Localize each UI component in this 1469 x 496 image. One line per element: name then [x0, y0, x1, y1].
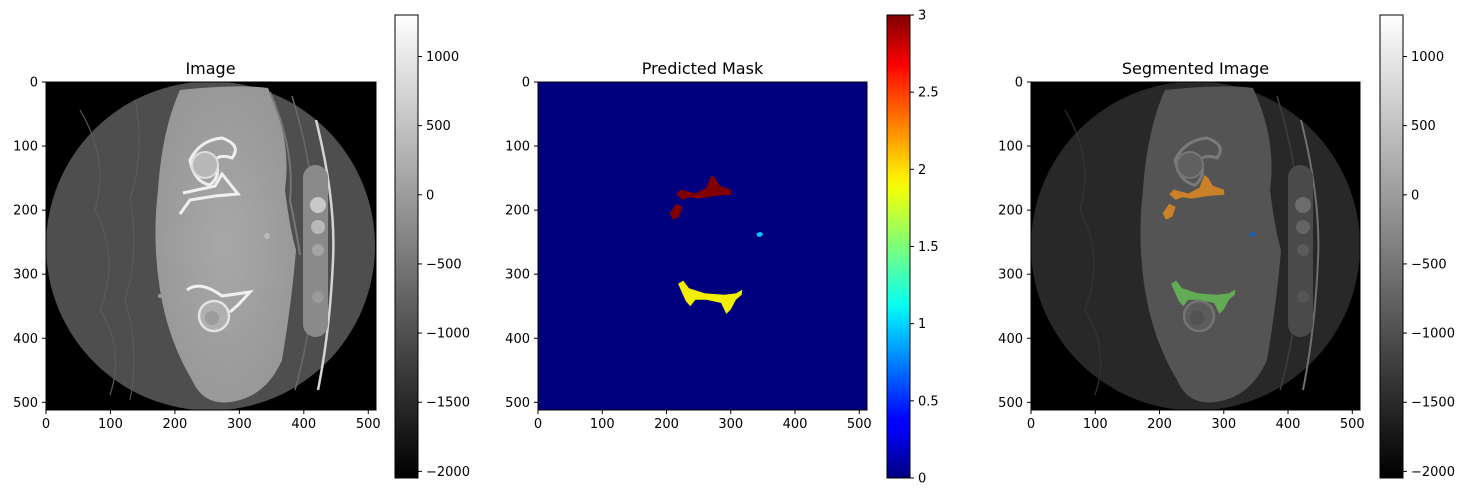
mask-colorbar: 3 2.5 2 1.5 1 0.5 0: [886, 9, 939, 487]
colorbar-tick-label: 1: [918, 317, 926, 332]
x-tick-label: 300: [718, 417, 743, 432]
y-tick-label: 500: [998, 396, 1023, 411]
overlay-region-class-3: [1169, 174, 1225, 200]
x-tick-label: 500: [356, 417, 381, 432]
colorbar-tick-label: 2: [918, 163, 926, 178]
segmented-panel: Segmented Image 0 100 200 300 400 500 0 100 200 3…: [998, 14, 1455, 480]
x-tick-label: 400: [291, 417, 316, 432]
x-tick-label: 400: [783, 417, 808, 432]
x-tick-label: 300: [227, 417, 252, 432]
x-tick-label: 0: [534, 417, 542, 432]
colorbar-tick-label: 500: [426, 119, 451, 134]
segmented-axes: 0 100 200 300 400 500 0 100 200 300 400 500: [998, 76, 1365, 433]
colorbar-tick-label: −1500: [1411, 396, 1455, 411]
colorbar-tick-label: 0: [1411, 188, 1419, 203]
x-tick-label: 200: [654, 417, 679, 432]
y-tick-label: 200: [505, 204, 530, 219]
colorbar-tick-label: −500: [426, 257, 462, 272]
segmented-image: [1031, 82, 1360, 410]
x-tick-label: 300: [1211, 417, 1236, 432]
mask-region-class-2: [678, 280, 743, 314]
x-tick-label: 100: [98, 417, 123, 432]
mask-panel: Predicted Mask 0 100 200 300 400 500010020030…: [505, 9, 939, 487]
segmented-panel-title: Segmented Image: [1122, 59, 1269, 78]
colorbar-tick-label: −1000: [1411, 327, 1455, 342]
overlay-region-class-1: [1249, 231, 1257, 237]
x-tick-label: 200: [162, 417, 187, 432]
colorbar-tick-label: −1500: [426, 396, 470, 411]
colorbar-tick-label: 1.5: [918, 240, 939, 255]
overlay-region-class-3: [1162, 203, 1176, 220]
y-tick-label: 500: [505, 396, 530, 411]
ct-image: [46, 82, 376, 410]
mask-region-class-3: [669, 203, 683, 220]
mask-region-class-1: [756, 231, 764, 237]
mask-region-class-3: [676, 174, 732, 200]
colorbar-tick-label: 3: [918, 9, 926, 24]
image-axes: 0 100 200 300 400 500 0 100 200 300 400 500: [13, 76, 381, 433]
x-tick-label: 400: [1276, 417, 1301, 432]
y-tick-label: 400: [998, 332, 1023, 347]
colorbar-tick-label: −500: [1411, 257, 1447, 272]
x-tick-label: 0: [42, 417, 50, 432]
colorbar-tick-label: −1000: [426, 327, 470, 342]
y-tick-label: 0: [522, 76, 530, 91]
colorbar-tick-label: 2.5: [918, 86, 939, 101]
y-tick-label: 0: [30, 76, 38, 91]
y-tick-label: 500: [13, 396, 38, 411]
colorbar-tick-label: −2000: [426, 465, 470, 480]
colorbar-tick-label: 0: [426, 188, 434, 203]
y-tick-label: 0: [1015, 76, 1023, 91]
x-tick-label: 0: [1027, 417, 1035, 432]
colorbar-tick-label: 0.5: [918, 394, 939, 409]
y-tick-label: 100: [998, 140, 1023, 155]
y-tick-label: 200: [998, 204, 1023, 219]
colorbar-tick-label: −2000: [1411, 465, 1455, 480]
x-tick-label: 200: [1147, 417, 1172, 432]
segmented-colorbar: 1000 500 0 −500 −1000 −1500 −2000: [1379, 14, 1455, 480]
colorbar-tick-label: 1000: [426, 50, 459, 65]
x-tick-label: 100: [1083, 417, 1108, 432]
colorbar-tick-label: 1000: [1411, 50, 1444, 65]
mask-regions: [669, 174, 764, 314]
colorbar-tick-label: 500: [1411, 119, 1436, 134]
segmented-overlay: [1162, 174, 1257, 314]
y-tick-label: 300: [998, 268, 1023, 283]
mask-background: [538, 82, 867, 410]
y-tick-label: 100: [505, 140, 530, 155]
y-tick-label: 100: [13, 140, 38, 155]
overlay-region-class-2: [1171, 280, 1236, 314]
colorbar-tick-label: 0: [918, 472, 926, 487]
y-tick-label: 300: [505, 268, 530, 283]
mask-panel-title: Predicted Mask: [642, 59, 764, 78]
y-tick-label: 200: [13, 204, 38, 219]
x-tick-label: 500: [1340, 417, 1365, 432]
image-panel-title: Image: [185, 59, 235, 78]
y-tick-label: 400: [13, 332, 38, 347]
y-tick-label: 300: [13, 268, 38, 283]
mask-axes: 0 100 200 300 400 500 0 100 200 300 400 500: [505, 76, 872, 433]
x-tick-label: 500: [847, 417, 872, 432]
y-tick-label: 400: [505, 332, 530, 347]
image-colorbar: 1000 500 0 −500 −1000 −1500 −2000: [394, 14, 470, 480]
x-tick-label: 100: [590, 417, 615, 432]
